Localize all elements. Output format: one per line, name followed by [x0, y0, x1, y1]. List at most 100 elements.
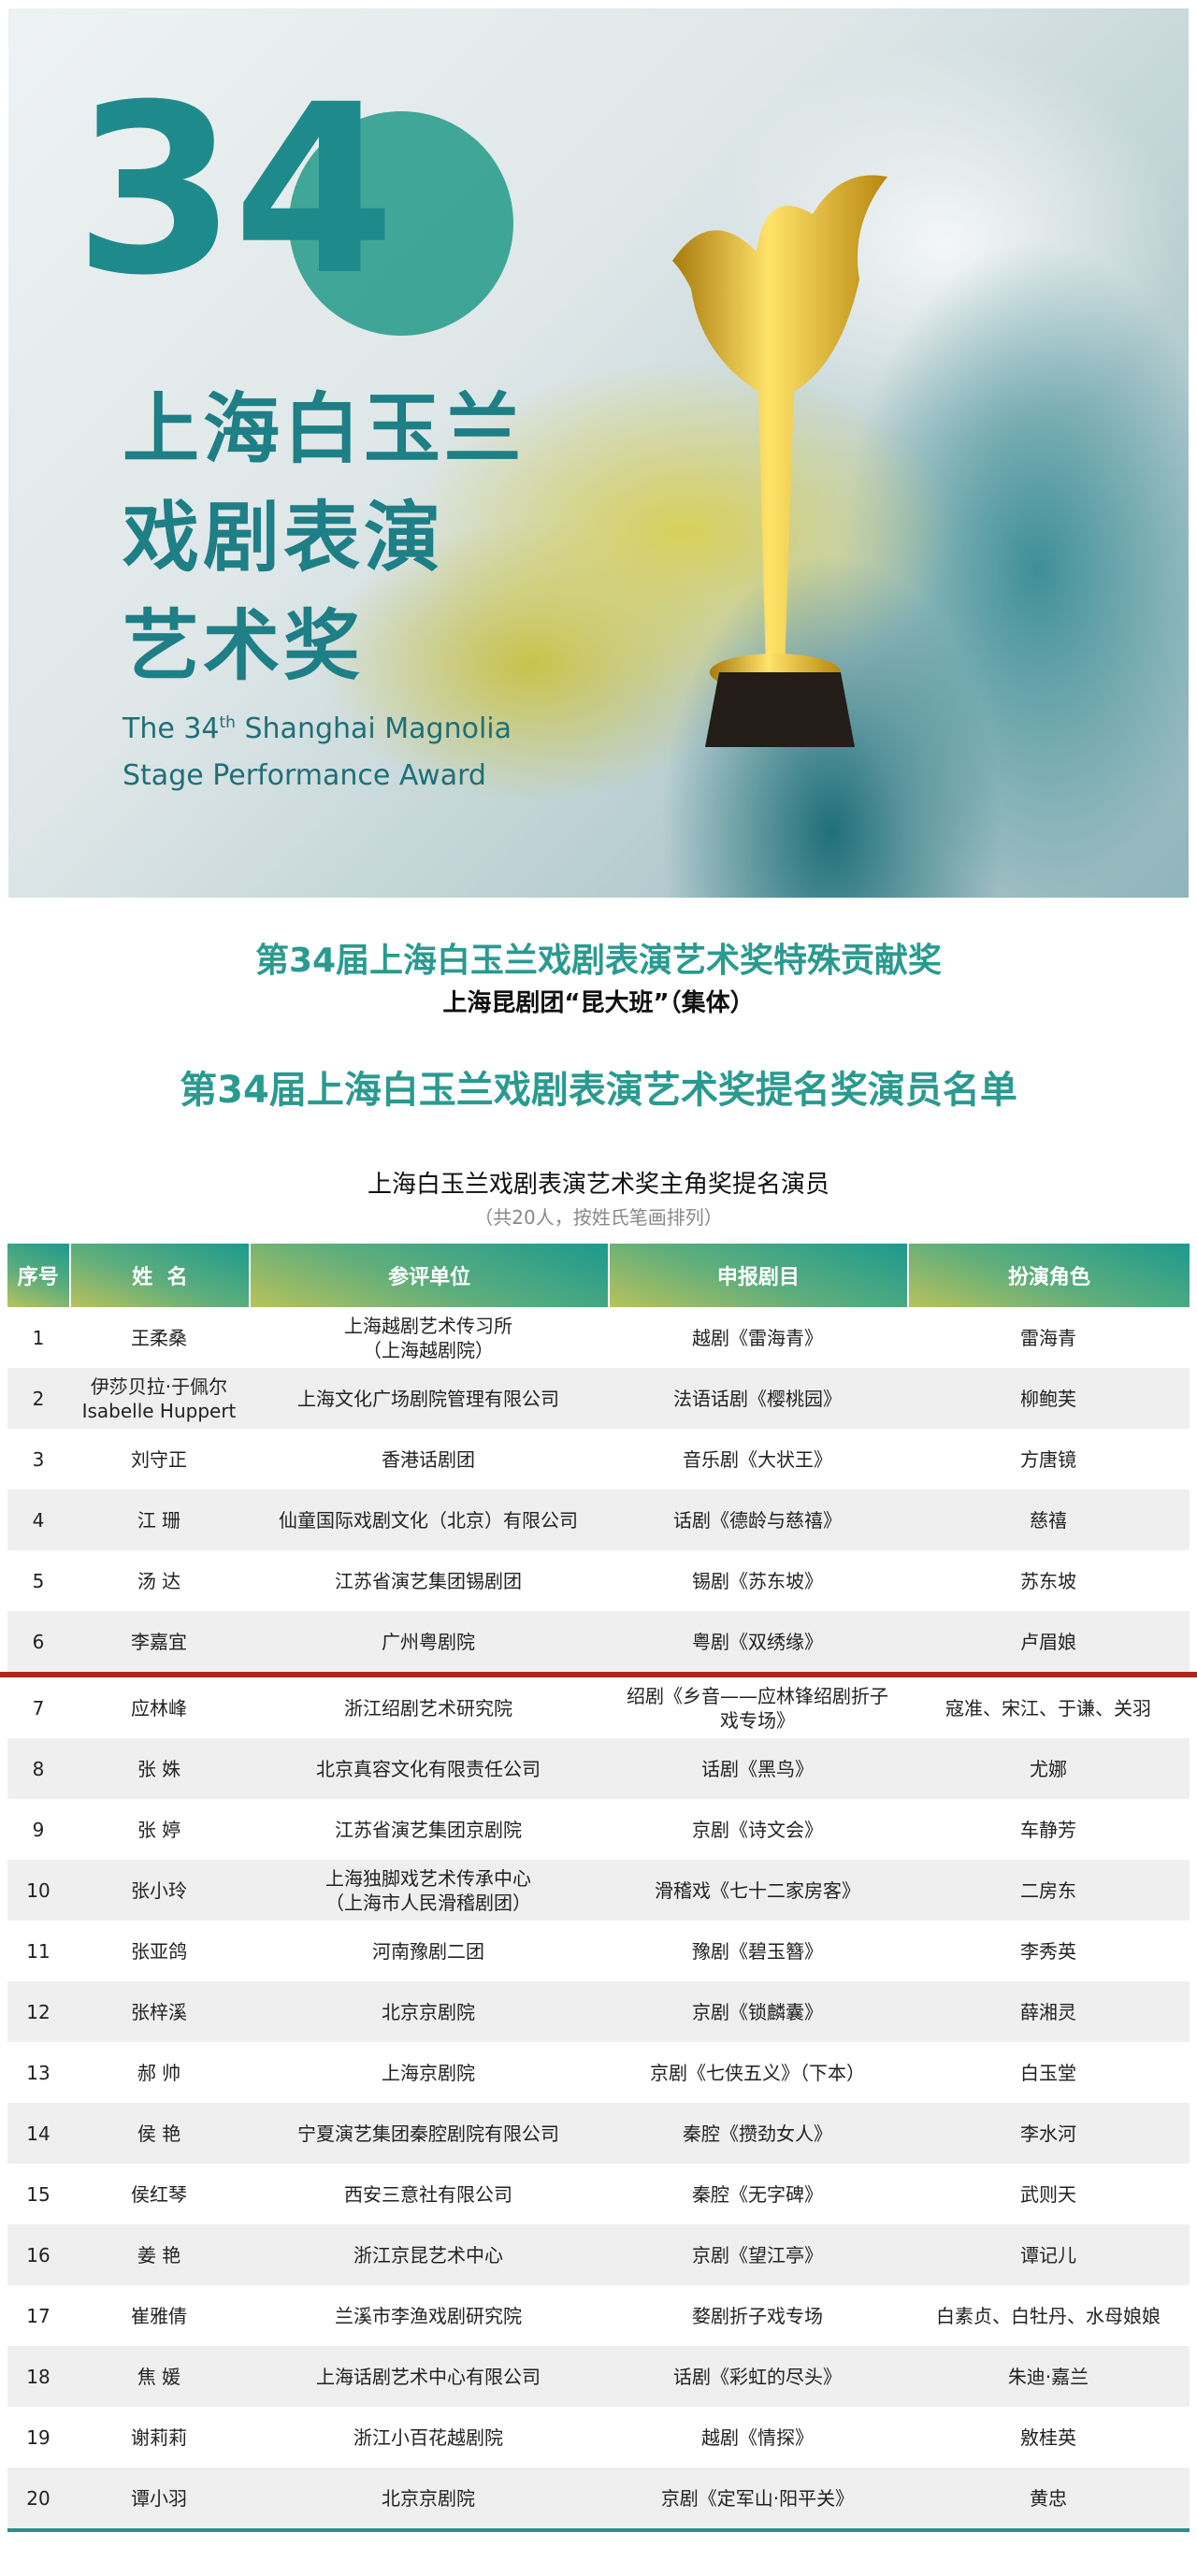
- row-index: 17: [26, 2304, 50, 2327]
- table-row: 6 李嘉宜 广州粤剧院 粤剧《双绣缘》 卢眉娘: [7, 1611, 1190, 1672]
- header-index: 序号: [7, 1244, 69, 1307]
- nominee-name: 张梓溪: [131, 2000, 187, 2023]
- nominee-play: 京剧《定军山·阳平关》: [660, 2486, 855, 2510]
- nominee-role: 车静芳: [1020, 1818, 1076, 1841]
- nominee-unit: 上海越剧艺术传习所 （上海越剧院）: [344, 1314, 512, 1361]
- nominee-role: 尤娜: [1030, 1757, 1067, 1780]
- header-play: 申报剧目: [609, 1244, 907, 1307]
- mask-pattern-circle: [289, 111, 513, 336]
- nominee-name: 姜 艳: [137, 2243, 181, 2267]
- table-bottom-border: [7, 2528, 1190, 2532]
- nominee-unit: 河南豫剧二团: [372, 1939, 484, 1963]
- nominee-unit: 浙江京昆艺术中心: [353, 2243, 503, 2267]
- row-index: 14: [26, 2122, 50, 2145]
- nominee-name: 张小玲: [131, 1878, 187, 1902]
- row-index: 16: [26, 2243, 50, 2267]
- table-row: 14 侯 艳 宁夏演艺集团秦腔剧院有限公司 秦腔《攒劲女人》 李水河: [7, 2103, 1190, 2164]
- nominee-unit: 上海文化广场剧院管理有限公司: [297, 1387, 559, 1410]
- table-row: 13 郝 帅 上海京剧院 京剧《七侠五义》（下本） 白玉堂: [7, 2042, 1190, 2103]
- header-unit: 参评单位: [251, 1244, 608, 1307]
- nominee-name: 张 姝: [137, 1757, 181, 1780]
- nominee-name: 刘守正: [131, 1447, 187, 1471]
- nominee-name: 崔雅倩: [131, 2304, 187, 2327]
- nominee-name: 伊莎贝拉·于佩尔 Isabelle Huppert: [81, 1374, 237, 1422]
- nominee-role: 李秀英: [1020, 1939, 1076, 1963]
- row-index: 2: [32, 1387, 45, 1410]
- table-row: 17 崔雅倩 兰溪市李渔戏剧研究院 婺剧折子戏专场 白素贞、白牡丹、水母娘娘: [7, 2285, 1190, 2346]
- special-award-recipient: 上海昆剧团“昆大班”（集体）: [442, 989, 755, 1017]
- nominee-unit: 香港话剧团: [382, 1447, 475, 1471]
- nominee-role: 白素贞、白牡丹、水母娘娘: [936, 2304, 1161, 2327]
- banner-english-line1: The 34th Shanghai Magnolia: [123, 712, 512, 745]
- nominee-role: 二房东: [1020, 1878, 1076, 1902]
- nominee-unit: 江苏省演艺集团锡剧团: [335, 1569, 522, 1592]
- nominee-unit: 上海独脚戏艺术传承中心 （上海市人民滑稽剧团）: [325, 1866, 531, 1914]
- table-row: 19 谢莉莉 浙江小百花越剧院 越剧《情探》 敫桂英: [7, 2407, 1190, 2468]
- nominee-role: 方唐镜: [1020, 1447, 1076, 1471]
- nominee-play: 京剧《望江亭》: [692, 2243, 823, 2267]
- nominee-role: 雷海青: [1020, 1326, 1076, 1349]
- row-index: 10: [26, 1878, 50, 1902]
- red-divider: [0, 1672, 1197, 1677]
- nominee-role: 寇准、宋江、于谦、关羽: [945, 1696, 1151, 1720]
- nominee-name: 谭小羽: [131, 2486, 187, 2510]
- nominee-unit: 上海话剧艺术中心有限公司: [316, 2365, 541, 2388]
- nominee-unit: 浙江绍剧艺术研究院: [344, 1696, 512, 1720]
- nominee-play: 京剧《锁麟囊》: [692, 2000, 823, 2023]
- nominee-play: 滑稽戏《七十二家房客》: [655, 1878, 860, 1902]
- nominee-play: 京剧《诗文会》: [692, 1818, 823, 1841]
- nominee-name: 应林峰: [131, 1696, 187, 1720]
- nominee-play: 秦腔《无字碑》: [692, 2182, 823, 2206]
- nominee-play: 绍剧《乡音——应林锋绍剧折子 戏专场》: [627, 1684, 888, 1732]
- row-index: 6: [32, 1630, 45, 1653]
- banner-title-line: 艺术奖: [123, 602, 365, 691]
- banner-title-line: 戏剧表演: [123, 494, 445, 583]
- nominee-name: 焦 媛: [137, 2365, 181, 2388]
- table-row: 4 江 珊 仙童国际戏剧文化（北京）有限公司 话剧《德龄与慈禧》 慈禧: [7, 1489, 1190, 1550]
- nominee-unit: 西安三意社有限公司: [344, 2182, 512, 2206]
- nominee-name: 谢莉莉: [131, 2425, 187, 2449]
- row-index: 3: [32, 1447, 45, 1471]
- nominee-play: 话剧《德龄与慈禧》: [673, 1508, 842, 1532]
- nominee-play: 京剧《七侠五义》（下本）: [650, 2061, 865, 2084]
- nominee-play: 锡剧《苏东坡》: [692, 1569, 823, 1592]
- row-index: 4: [32, 1508, 45, 1532]
- table-row: 3 刘守正 香港话剧团 音乐剧《大状王》 方唐镜: [7, 1429, 1190, 1489]
- table-row: 9 张 婷 江苏省演艺集团京剧院 京剧《诗文会》 车静芳: [7, 1799, 1190, 1860]
- header-role: 扮演角色: [908, 1244, 1190, 1307]
- nominee-name: 李嘉宜: [131, 1630, 187, 1653]
- table-row: 18 焦 媛 上海话剧艺术中心有限公司 话剧《彩虹的尽头》 朱迪·嘉兰: [7, 2346, 1190, 2407]
- row-index: 7: [32, 1696, 45, 1720]
- nominee-unit: 北京京剧院: [382, 2486, 475, 2510]
- nominee-play: 越剧《雷海青》: [692, 1326, 823, 1349]
- row-index: 8: [32, 1757, 45, 1780]
- nominee-role: 慈禧: [1030, 1508, 1067, 1532]
- nominee-unit: 广州粤剧院: [382, 1630, 475, 1653]
- table-row: 8 张 姝 北京真容文化有限责任公司 话剧《黑鸟》 尤娜: [7, 1738, 1190, 1799]
- table-row: 20 谭小羽 北京京剧院 京剧《定军山·阳平关》 黄忠: [7, 2468, 1190, 2528]
- nominee-role: 卢眉娘: [1020, 1630, 1076, 1653]
- nominee-unit: 宁夏演艺集团秦腔剧院有限公司: [297, 2122, 559, 2145]
- nominee-name: 张亚鸽: [131, 1939, 187, 1963]
- row-index: 1: [32, 1326, 45, 1349]
- nominee-unit: 北京真容文化有限责任公司: [316, 1757, 541, 1780]
- nominee-role: 黄忠: [1030, 2486, 1067, 2510]
- nominees-table: 序号 姓 名 参评单位 申报剧目 扮演角色 1 王柔桑 上海越剧艺术传习所 （上海越…: [0, 1244, 1197, 2532]
- banner-title-line: 上海白玉兰: [123, 385, 526, 474]
- nominee-play: 越剧《情探》: [701, 2425, 814, 2449]
- table-row: 5 汤 达 江苏省演艺集团锡剧团 锡剧《苏东坡》 苏东坡: [7, 1550, 1190, 1611]
- nominee-role: 白玉堂: [1020, 2061, 1076, 2084]
- nominee-play: 秦腔《攒劲女人》: [683, 2122, 832, 2145]
- edition-number: 34: [74, 54, 396, 326]
- nominee-play: 话剧《黑鸟》: [701, 1757, 814, 1780]
- row-index: 12: [26, 2000, 50, 2023]
- nominee-name: 王柔桑: [131, 1326, 187, 1349]
- table-row: 2 伊莎贝拉·于佩尔 Isabelle Huppert 上海文化广场剧院管理有限公司…: [7, 1368, 1190, 1429]
- row-index: 11: [26, 1939, 50, 1963]
- nominee-name: 汤 达: [137, 1569, 181, 1592]
- table-row: 7 应林峰 浙江绍剧艺术研究院 绍剧《乡音——应林锋绍剧折子 戏专场》 寇准、宋江、于谦…: [7, 1677, 1190, 1738]
- nominee-unit: 上海京剧院: [382, 2061, 475, 2084]
- table-row: 15 侯红琴 西安三意社有限公司 秦腔《无字碑》 武则天: [7, 2164, 1190, 2224]
- table-title: 上海白玉兰戏剧表演艺术奖主角奖提名演员: [367, 1171, 829, 1199]
- table-note: （共20人，按姓氏笔画排列）: [474, 1206, 723, 1229]
